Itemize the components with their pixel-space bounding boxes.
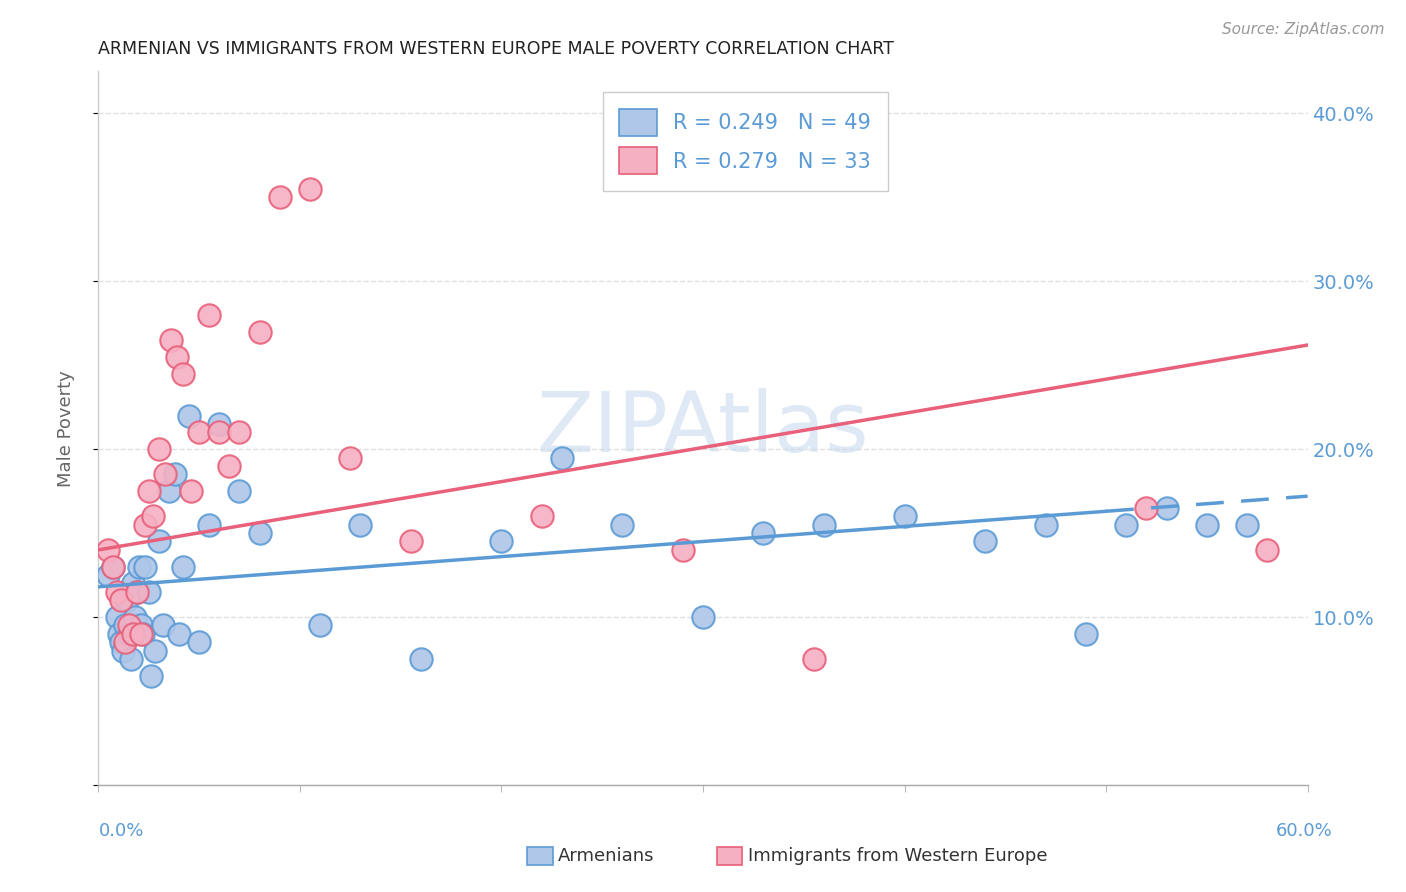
Point	[110, 635, 132, 649]
Point	[551, 450, 574, 465]
Point	[166, 350, 188, 364]
Point	[172, 367, 194, 381]
Point	[120, 652, 142, 666]
Point	[129, 627, 152, 641]
Point	[1115, 517, 1137, 532]
Point	[157, 484, 180, 499]
Point	[249, 526, 271, 541]
Point	[1236, 517, 1258, 532]
Point	[134, 559, 156, 574]
Point	[198, 517, 221, 532]
Point	[101, 559, 124, 574]
Point	[143, 643, 166, 657]
Point	[1256, 542, 1278, 557]
Point	[139, 669, 162, 683]
Point	[132, 627, 155, 641]
Point	[180, 484, 202, 499]
Point	[114, 635, 136, 649]
Point	[692, 610, 714, 624]
Point	[813, 517, 835, 532]
Point	[125, 585, 148, 599]
Point	[672, 542, 695, 557]
Point	[121, 576, 143, 591]
Point	[339, 450, 361, 465]
Point	[269, 190, 291, 204]
Point	[129, 618, 152, 632]
Point	[97, 568, 120, 582]
Point	[491, 534, 513, 549]
Text: Armenians: Armenians	[558, 847, 655, 865]
Point	[105, 585, 128, 599]
Point	[1195, 517, 1218, 532]
Point	[399, 534, 422, 549]
Point	[110, 593, 132, 607]
Point	[208, 425, 231, 440]
Text: 0.0%: 0.0%	[98, 822, 143, 840]
Text: 60.0%: 60.0%	[1277, 822, 1333, 840]
Point	[349, 517, 371, 532]
Point	[752, 526, 775, 541]
Point	[105, 610, 128, 624]
Text: Immigrants from Western Europe: Immigrants from Western Europe	[748, 847, 1047, 865]
Point	[111, 643, 134, 657]
Point	[138, 484, 160, 499]
Point	[530, 509, 553, 524]
Point	[128, 559, 150, 574]
Point	[152, 618, 174, 632]
Point	[107, 627, 129, 641]
Point	[309, 618, 332, 632]
Point	[198, 308, 221, 322]
Point	[121, 627, 143, 641]
Point	[148, 442, 170, 457]
Text: Source: ZipAtlas.com: Source: ZipAtlas.com	[1222, 22, 1385, 37]
Point	[124, 610, 146, 624]
Point	[114, 618, 136, 632]
Point	[299, 182, 322, 196]
Point	[118, 627, 141, 641]
Point	[188, 635, 211, 649]
Point	[125, 585, 148, 599]
Point	[115, 593, 138, 607]
Point	[160, 333, 183, 347]
Point	[1156, 500, 1178, 515]
Y-axis label: Male Poverty: Male Poverty	[56, 370, 75, 486]
Text: ZIPAtlas: ZIPAtlas	[537, 388, 869, 468]
Point	[179, 409, 201, 423]
Point	[218, 458, 240, 473]
Point	[409, 652, 432, 666]
Point	[172, 559, 194, 574]
Point	[97, 542, 120, 557]
Point	[1035, 517, 1057, 532]
Point	[1135, 500, 1157, 515]
Text: ARMENIAN VS IMMIGRANTS FROM WESTERN EUROPE MALE POVERTY CORRELATION CHART: ARMENIAN VS IMMIGRANTS FROM WESTERN EURO…	[98, 40, 894, 58]
Point	[167, 627, 190, 641]
Point	[803, 652, 825, 666]
Point	[893, 509, 915, 524]
Legend: R = 0.249   N = 49, R = 0.279   N = 33: R = 0.249 N = 49, R = 0.279 N = 33	[603, 93, 889, 191]
Point	[118, 618, 141, 632]
Point	[612, 517, 634, 532]
Point	[974, 534, 997, 549]
Point	[188, 425, 211, 440]
Point	[228, 425, 250, 440]
Point	[153, 467, 176, 482]
Point	[101, 559, 124, 574]
Point	[134, 517, 156, 532]
Point	[249, 325, 271, 339]
Point	[148, 534, 170, 549]
Point	[138, 585, 160, 599]
Point	[163, 467, 186, 482]
Point	[142, 509, 165, 524]
Point	[228, 484, 250, 499]
Point	[1074, 627, 1097, 641]
Point	[208, 417, 231, 431]
